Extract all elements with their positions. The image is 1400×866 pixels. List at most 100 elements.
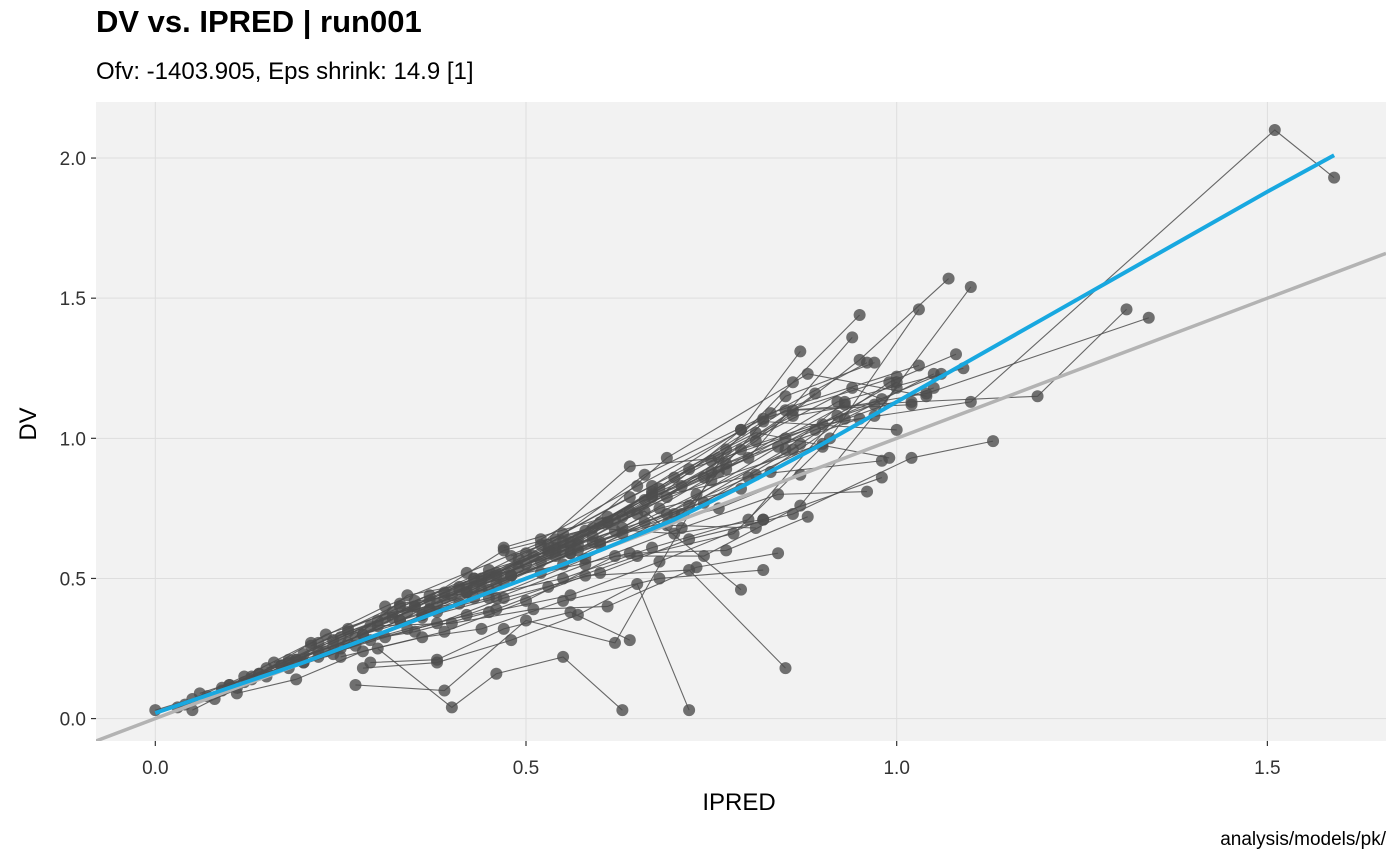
data-point (557, 544, 570, 557)
data-point (653, 555, 666, 568)
data-point (1142, 311, 1155, 324)
data-point (490, 566, 503, 579)
data-point (675, 479, 688, 492)
data-point (334, 650, 347, 663)
data-point (749, 522, 762, 534)
data-point (594, 566, 607, 579)
data-point (720, 457, 733, 470)
data-point (831, 409, 844, 422)
data-point (646, 541, 659, 554)
data-point (801, 510, 814, 523)
data-point (505, 634, 518, 647)
data-point (705, 454, 718, 467)
data-point (964, 280, 977, 293)
data-point (875, 471, 888, 484)
data-point (987, 435, 1000, 448)
data-point (794, 499, 807, 512)
data-point (653, 572, 666, 585)
data-point (846, 381, 859, 394)
data-point (683, 704, 696, 717)
data-point (786, 507, 799, 520)
data-point (497, 622, 510, 635)
data-point (431, 653, 444, 666)
data-point (638, 468, 651, 481)
data-point (697, 550, 710, 563)
data-point (742, 451, 755, 464)
data-point (697, 471, 710, 484)
data-point (801, 367, 814, 380)
data-point (290, 673, 303, 686)
data-point (475, 622, 488, 635)
data-point (349, 678, 362, 691)
data-point (1268, 124, 1281, 137)
y-tick-label: 1.5 (60, 289, 86, 310)
data-point (623, 460, 636, 473)
data-point (890, 370, 903, 383)
data-point (883, 451, 896, 464)
data-point (579, 569, 592, 582)
data-point (942, 272, 955, 285)
individual-line (340, 569, 764, 658)
data-point (571, 544, 584, 557)
data-point (1328, 171, 1341, 184)
data-point (438, 684, 451, 697)
data-point (297, 648, 310, 661)
chart-subtitle: Ofv: -1403.905, Eps shrink: 14.9 [1] (96, 58, 474, 85)
plot-panel (96, 102, 1386, 741)
data-point (608, 550, 621, 563)
x-tick-label: 1.5 (1254, 758, 1280, 779)
data-point (779, 662, 792, 675)
chart-caption: analysis/models/pk/ (1220, 829, 1386, 850)
y-axis-label: DV (15, 407, 42, 440)
data-point (616, 704, 629, 717)
data-point (423, 589, 436, 602)
data-point (735, 443, 747, 456)
data-point (668, 527, 681, 540)
data-point (505, 550, 518, 563)
data-point (631, 507, 644, 520)
smooth-line (154, 153, 1336, 715)
data-point (950, 348, 962, 361)
data-point (712, 465, 725, 478)
data-point (579, 524, 592, 537)
data-point (779, 390, 792, 403)
data-point (831, 395, 844, 408)
data-point (912, 359, 925, 372)
data-point (564, 606, 577, 619)
data-point (1031, 390, 1044, 403)
data-point (542, 538, 555, 551)
data-point (445, 617, 458, 630)
data-point (608, 513, 621, 526)
data-point (490, 667, 503, 680)
data-point (356, 645, 369, 658)
data-point (735, 583, 747, 596)
data-point (371, 642, 384, 655)
data-point (772, 547, 785, 560)
data-point (520, 614, 532, 627)
individual-line (362, 583, 690, 711)
data-point (616, 522, 629, 534)
data-point (520, 547, 532, 560)
individual-line (540, 376, 897, 540)
data-point (772, 440, 785, 453)
data-point (809, 387, 822, 400)
data-point (772, 488, 785, 501)
data-point (497, 592, 510, 605)
y-tick-label: 2.0 (60, 149, 86, 170)
y-tick-label: 1.0 (60, 429, 86, 450)
data-point (431, 617, 444, 630)
data-point (631, 479, 644, 492)
y-tick-label: 0.5 (60, 569, 86, 590)
data-point (757, 513, 770, 526)
individual-line (547, 364, 920, 546)
data-point (779, 432, 792, 445)
data-point (660, 451, 673, 464)
data-point (668, 471, 681, 484)
data-point (408, 594, 421, 607)
data-point (786, 409, 799, 422)
data-point (542, 580, 555, 593)
data-point (520, 594, 532, 607)
data-point (683, 463, 696, 476)
data-point (905, 395, 918, 408)
